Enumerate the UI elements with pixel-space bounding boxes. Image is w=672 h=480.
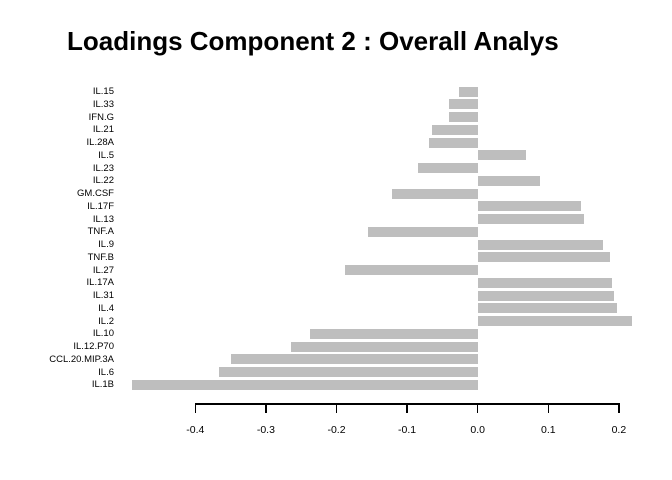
y-axis-label-IFN.G: IFN.G <box>88 111 114 123</box>
bar-GM.CSF <box>391 188 478 199</box>
bar-IL.4 <box>477 303 617 314</box>
bar-IL.28A <box>428 137 478 148</box>
y-axis-label-IL.17A: IL.17A <box>86 277 114 289</box>
y-axis-label-IL.28A: IL.28A <box>86 137 114 148</box>
x-axis-tick-label: -0.1 <box>398 424 417 436</box>
x-axis-tick-label: -0.2 <box>327 424 346 436</box>
y-axis-label-IL.17F: IL.17F <box>87 200 114 212</box>
x-axis-tick <box>476 403 479 413</box>
bar-IL.2 <box>477 316 633 326</box>
chart-title: Loadings Component 2 : Overall Analys <box>67 26 559 56</box>
x-axis-tick-label: -0.4 <box>186 424 205 436</box>
y-axis-label-IL.9: IL.9 <box>98 239 114 250</box>
bar-IL.9 <box>477 239 604 250</box>
y-axis-label-IL.12.P70: IL.12.P70 <box>73 341 114 352</box>
bar-IL.31 <box>477 290 614 301</box>
bar-IL.1B <box>132 379 478 390</box>
x-axis-tick <box>335 403 338 413</box>
bar-IL.5 <box>477 150 526 161</box>
y-axis-label-IL.15: IL.15 <box>92 86 114 97</box>
y-axis-label-IL.33: IL.33 <box>92 98 114 110</box>
bar-IL.27 <box>344 265 478 275</box>
x-axis-tick-label: 0.0 <box>470 424 485 436</box>
bar-IL.6 <box>219 367 478 377</box>
y-axis-label-IL.13: IL.13 <box>92 213 114 225</box>
x-axis-line <box>195 403 621 405</box>
y-axis-label-CCL.20.MIP.3A: CCL.20.MIP.3A <box>49 353 114 365</box>
bar-IL.13 <box>477 214 584 224</box>
bar-IL.22 <box>477 175 540 186</box>
x-axis-tick-label: -0.3 <box>256 424 275 436</box>
y-axis-label-IL.2: IL.2 <box>98 315 114 327</box>
bar-IL.17A <box>477 277 612 288</box>
bar-IL.23 <box>418 163 478 173</box>
y-axis-label-IL.10: IL.10 <box>92 328 114 340</box>
bar-IL.21 <box>431 124 478 135</box>
y-axis-label-IL.31: IL.31 <box>92 290 114 301</box>
x-axis-tick-label: 0.2 <box>611 424 627 436</box>
x-axis-tick <box>265 403 267 413</box>
y-axis-label-IL.27: IL.27 <box>92 264 114 276</box>
bar-TNF.B <box>477 252 610 263</box>
bar-IL.17F <box>477 201 581 212</box>
y-axis-label-IL.4: IL.4 <box>98 302 114 314</box>
x-axis-tick <box>406 403 408 413</box>
bar-TNF.A <box>368 226 478 237</box>
bar-IL.12.P70 <box>291 341 478 352</box>
x-axis-tick <box>547 403 550 413</box>
y-axis-label-IL.1B: IL.1B <box>91 379 114 391</box>
x-axis-tick <box>194 403 197 413</box>
bar-IL.10 <box>309 328 478 339</box>
bar-IL.33 <box>449 99 478 110</box>
y-axis-label-TNF.A: TNF.A <box>87 226 114 238</box>
y-axis-label-TNF.B: TNF.B <box>87 251 114 263</box>
y-axis-label-IL.22: IL.22 <box>92 175 114 187</box>
y-axis-label-IL.5: IL.5 <box>98 149 114 161</box>
y-axis-label-IL.23: IL.23 <box>92 162 114 174</box>
x-axis-tick <box>618 403 620 413</box>
y-axis-label-IL.6: IL.6 <box>98 366 114 378</box>
y-axis-label-GM.CSF: GM.CSF <box>77 188 114 199</box>
x-axis-tick-label: 0.1 <box>540 424 556 436</box>
bar-IFN.G <box>449 112 478 122</box>
bar-CCL.20.MIP.3A <box>231 354 478 365</box>
bar-IL.15 <box>458 86 478 97</box>
y-axis-label-IL.21: IL.21 <box>92 124 114 136</box>
